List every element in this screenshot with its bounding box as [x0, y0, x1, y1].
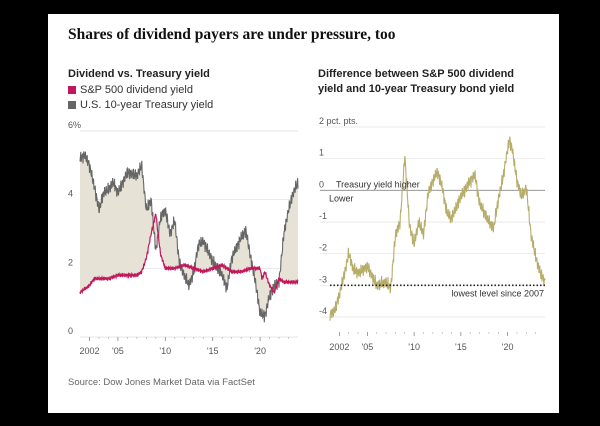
- left-x-tick-label: '20: [254, 346, 266, 356]
- series-line-treasury: [79, 151, 299, 323]
- legend-swatch-dividend: [68, 85, 76, 94]
- legend-item-dividend: S&P 500 dividend yield: [68, 82, 213, 97]
- right-chart: 2 pct. pts. 1 0 -1 -2 -3 -4 2002 '05 '10 '15 '20 Tre…: [319, 116, 546, 352]
- left-y-tick-label: 4: [68, 189, 73, 199]
- legend: S&P 500 dividend yield U.S. 10-year Trea…: [68, 82, 213, 112]
- legend-label-treasury: U.S. 10-year Treasury yield: [80, 98, 214, 111]
- source-note: Source: Dow Jones Market Data via FactSe…: [68, 377, 255, 388]
- annotation-lowest-level: lowest level since 2007: [451, 288, 544, 298]
- right-y-tick-label: 0: [319, 179, 324, 189]
- left-y-tick-label: 2: [68, 257, 73, 267]
- right-x-tick-label: '10: [408, 342, 420, 352]
- left-x-tick-label: 2002: [79, 346, 99, 356]
- page-title: Shares of dividend payers are under pres…: [68, 26, 396, 43]
- left-area-fill: [80, 151, 298, 323]
- series-line-dividend: [79, 213, 299, 295]
- right-y-tick-label: -1: [319, 211, 327, 221]
- right-y-tick-label: -2: [319, 243, 327, 253]
- left-y-tick-label: 6%: [68, 120, 81, 130]
- right-x-tick-label: '20: [502, 342, 514, 352]
- legend-label-dividend: S&P 500 dividend yield: [80, 83, 193, 96]
- legend-swatch-treasury: [68, 100, 76, 109]
- left-x-tick-label: '15: [207, 346, 219, 356]
- annotation-treasury-higher: Treasury yield higher: [336, 179, 420, 189]
- right-y-tick-label: -4: [319, 306, 327, 316]
- right-y-tick-label: 1: [319, 148, 324, 158]
- right-y-tick-label: 2 pct. pts.: [319, 116, 358, 126]
- right-x-tick-label: '15: [455, 342, 467, 352]
- left-x-tick-label: '10: [159, 346, 171, 356]
- annotation-lower: Lower: [329, 193, 354, 203]
- right-y-tick-label: -3: [319, 274, 327, 284]
- left-chart: 0 2 4 6% 2002 '05 '10 '15 '20: [68, 120, 299, 356]
- chart-card: Shares of dividend payers are under pres…: [48, 14, 559, 413]
- right-x-tick-label: 2002: [329, 342, 349, 352]
- left-x-tick-label: '05: [112, 346, 124, 356]
- series-line-difference: [329, 136, 546, 321]
- right-x-tick-label: '05: [362, 342, 374, 352]
- right-chart-title: Difference between S&P 500 dividend yiel…: [318, 68, 515, 95]
- left-y-tick-label: 0: [68, 326, 73, 336]
- legend-item-treasury: U.S. 10-year Treasury yield: [68, 97, 213, 112]
- left-chart-title: Dividend vs. Treasury yield: [68, 68, 210, 80]
